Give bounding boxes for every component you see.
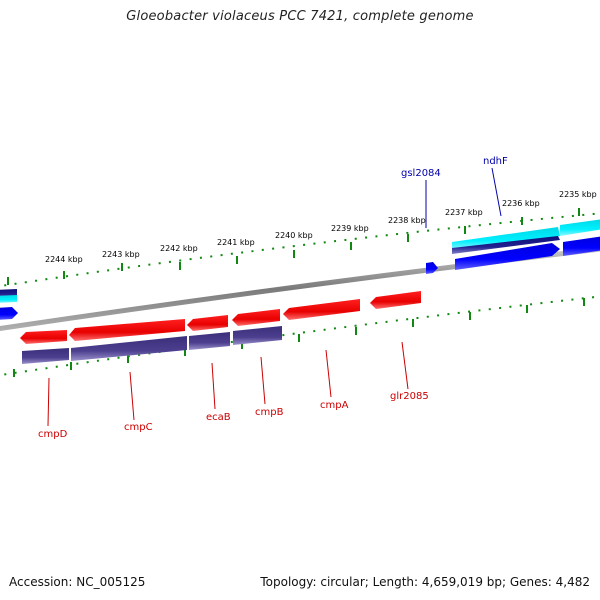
gene-next-cyan bbox=[560, 219, 600, 236]
forward-tick-track bbox=[0, 212, 600, 288]
accession-text: Accession: NC_005125 bbox=[9, 575, 146, 589]
gene-label-cmpB: cmpB bbox=[255, 407, 284, 418]
kbp-label-2241: 2241 kbp bbox=[217, 238, 255, 247]
cds-ecaB bbox=[189, 332, 230, 350]
cds-cmpB bbox=[233, 326, 282, 345]
gene-label-ecaB: ecaB bbox=[206, 412, 231, 423]
gene-cmpA bbox=[283, 299, 360, 320]
ndhF-connector bbox=[491, 167, 502, 217]
cmpC-connector bbox=[129, 371, 135, 421]
kbp-label-2237: 2237 kbp bbox=[445, 208, 483, 217]
major-ticks-outer bbox=[7, 208, 580, 285]
kbp-label-2240: 2240 kbp bbox=[275, 231, 313, 240]
cds-ndhF-navy bbox=[452, 236, 560, 254]
gene-label-cmpC: cmpC bbox=[124, 422, 153, 433]
gene-label-ndhF: ndhF bbox=[483, 156, 508, 167]
kbp-label-2243: 2243 kbp bbox=[102, 250, 140, 259]
gene-left-blue bbox=[0, 307, 18, 320]
gene-label-cmpA: cmpA bbox=[320, 400, 349, 411]
cmpB-connector bbox=[260, 356, 266, 405]
gene-label-gsl2084: gsl2084 bbox=[401, 168, 441, 179]
map-title: Gloeobacter violaceus PCC 7421, complete… bbox=[126, 9, 474, 24]
cmpA-connector bbox=[325, 349, 332, 398]
kbp-label-2242: 2242 kbp bbox=[160, 244, 198, 253]
gene-gsl2084 bbox=[426, 262, 438, 274]
kbp-label-2238: 2238 kbp bbox=[388, 216, 426, 225]
topology-text: Topology: circular; Length: 4,659,019 bp… bbox=[260, 575, 590, 589]
gene-ndhF-cyan bbox=[452, 227, 560, 250]
gene-cmpB bbox=[232, 309, 280, 326]
kbp-label-2239: 2239 kbp bbox=[331, 224, 369, 233]
gene-label-cmpD: cmpD bbox=[38, 429, 68, 440]
gene-ecaB bbox=[187, 315, 228, 331]
glr2085-connector bbox=[401, 341, 409, 390]
gene-left-cyan bbox=[0, 295, 17, 303]
cds-cmpC bbox=[71, 336, 187, 361]
gene-cmpD bbox=[20, 330, 67, 344]
kbp-label-2235: 2235 kbp bbox=[559, 190, 597, 199]
gene-cmpC bbox=[69, 319, 185, 341]
gene-forward-blue-next bbox=[563, 236, 600, 256]
cds-cmpD bbox=[22, 348, 69, 364]
gene-forward-blue bbox=[455, 243, 560, 270]
kbp-label-2236: 2236 kbp bbox=[502, 199, 540, 208]
ecaB-connector bbox=[211, 362, 216, 410]
gene-glr2085 bbox=[370, 291, 421, 309]
cmpD-connector bbox=[47, 377, 50, 427]
gene-label-glr2085: glr2085 bbox=[390, 391, 429, 402]
kbp-label-2244: 2244 kbp bbox=[45, 255, 83, 264]
